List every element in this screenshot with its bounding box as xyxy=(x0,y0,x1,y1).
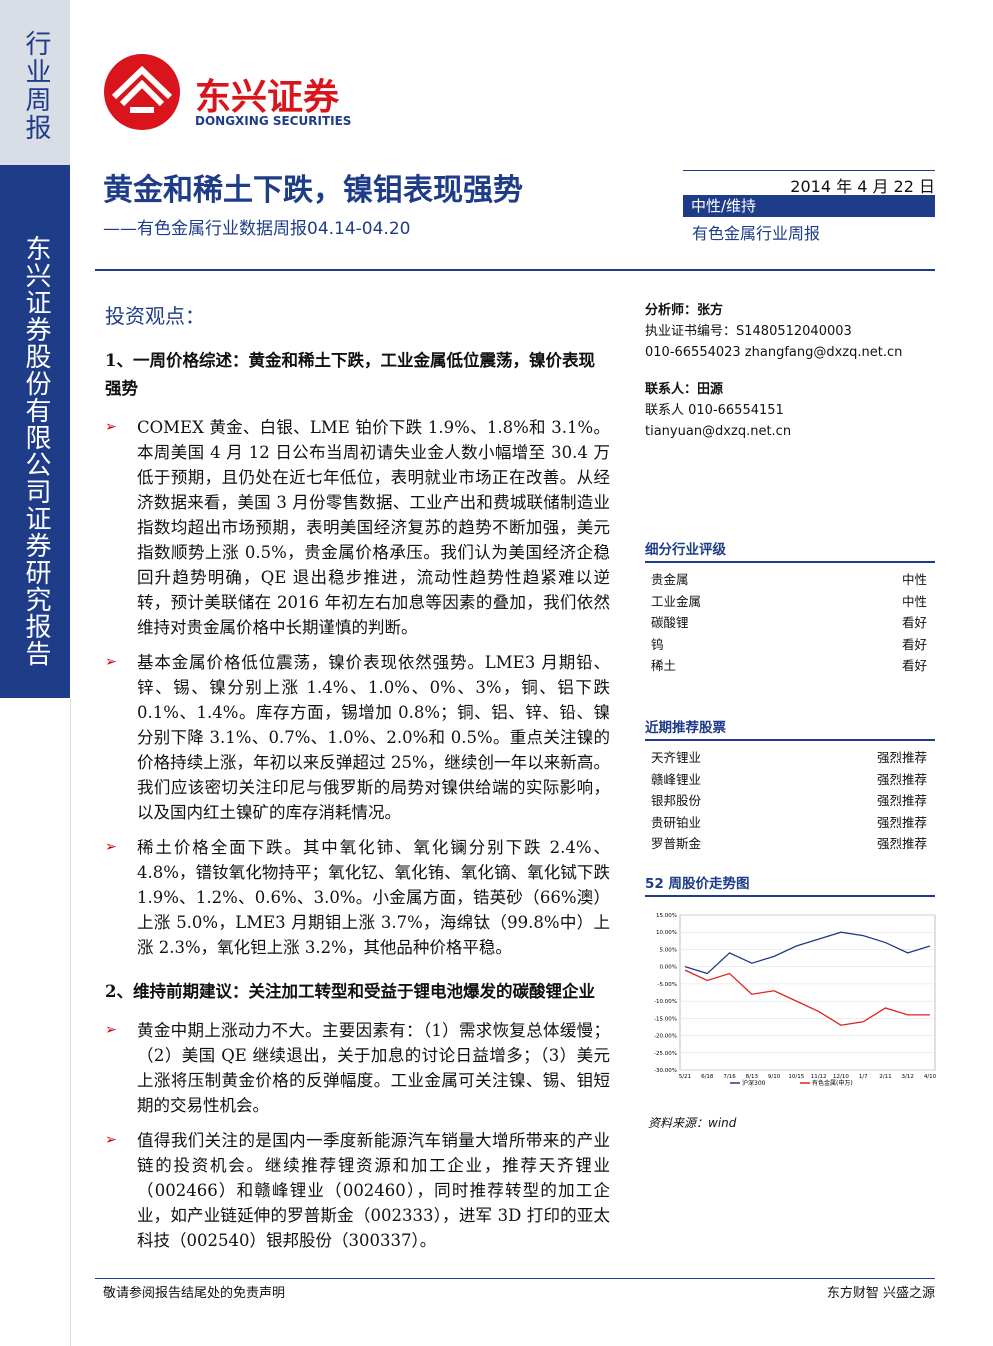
legend-label: 沪深300 xyxy=(742,1079,766,1087)
cell: 看好 xyxy=(901,615,927,630)
contact: 联系人：田源 xyxy=(645,382,724,397)
row: 贵金属 中性 xyxy=(645,569,935,591)
cell: 天齐锂业 xyxy=(651,750,702,765)
row: 罗普斯金 强烈推荐 xyxy=(645,833,935,855)
y-tick-label: 15.00% xyxy=(656,913,677,919)
ratings-heading: 细分行业评级 xyxy=(645,538,935,563)
cell: 钨 xyxy=(651,636,664,652)
cell: 强烈推荐 xyxy=(876,793,927,808)
sidebar-band: 东兴证券股份有限公司证券研究报告 xyxy=(0,165,70,698)
phone: 联系人 010-66554151 xyxy=(645,403,784,418)
bullet: 基本金属价格低位震荡，镍价表现依然强势。LME3 月期铅、锌、锡、镍分别上涨 1… xyxy=(105,650,610,825)
report-type: 行业周报 xyxy=(21,30,51,142)
cell: 强烈推荐 xyxy=(876,814,927,830)
row: 钨 看好 xyxy=(645,634,935,656)
plot-frame xyxy=(679,914,936,1071)
y-tick-label: -5.00% xyxy=(658,982,677,988)
title: 黄金和稀土下跌，镍钼表现强势 xyxy=(103,173,523,208)
section-heading: 1、一周价格综述：黄金和稀土下跌，工业金属低位震荡，镍价表现强势 xyxy=(105,351,595,398)
cert: 执业证书编号：S1480512040003 xyxy=(645,324,852,339)
row: 天齐锂业 强烈推荐 xyxy=(645,747,935,769)
date: 2014 年 4 月 22 日 xyxy=(683,170,935,197)
x-tick-label: 8/13 xyxy=(746,1074,759,1080)
side: 分析师：张方 执业证书编号：S1480512040003 010-6655402… xyxy=(645,300,935,442)
y-tick-label: -10.00% xyxy=(654,999,677,1005)
y-tick-label: 0.00% xyxy=(660,965,677,971)
heading: 投资观点： xyxy=(105,304,205,328)
footer-right: 东方财智 兴盛之源 xyxy=(826,1286,935,1301)
analyst-contact: 010-66554023 zhangfang@dxzq.net.cn xyxy=(645,345,903,360)
x-tick-label: 1/7 xyxy=(859,1074,868,1080)
cell: 强烈推荐 xyxy=(876,771,927,787)
row: 贵研铂业 强烈推荐 xyxy=(645,812,935,834)
footer-left: 敬请参阅报告结尾处的免责声明 xyxy=(103,1286,286,1301)
source: 资料来源：wind xyxy=(648,1116,737,1130)
cell: 强烈推荐 xyxy=(876,836,927,851)
footer-rule xyxy=(95,1278,935,1279)
analyst: 分析师：张方 xyxy=(645,303,724,318)
bullet: 稀土价格全面下跌。其中氧化铈、氧化镧分别下跌 2.4%、4.8%，镨钕氧化物持平… xyxy=(105,835,610,960)
x-tick-label: 4/10 xyxy=(924,1074,937,1080)
row: 碳酸锂 看好 xyxy=(645,612,935,634)
y-tick-label: -25.00% xyxy=(654,1051,677,1057)
cell: 看好 xyxy=(901,636,927,652)
sidebar-top: 行业周报 xyxy=(0,0,70,165)
x-tick-label: 2/11 xyxy=(879,1074,891,1080)
sidebar-bottom xyxy=(0,698,71,1346)
x-tick-label: 10/15 xyxy=(788,1074,804,1080)
x-tick-label: 6/18 xyxy=(701,1074,714,1080)
series-line xyxy=(684,969,930,1026)
cell: 碳酸锂 xyxy=(651,615,689,630)
logo-name: 东兴证券 xyxy=(195,77,340,118)
stocks: 近期推荐股票 天齐锂业 强烈推荐 赣峰锂业 强烈推荐 银邦股份 强烈推荐 贵研铂业 强烈推荐 罗普… xyxy=(645,716,935,855)
cell: 银邦股份 xyxy=(651,793,702,808)
y-tick-label: -30.00% xyxy=(654,1068,677,1074)
x-tick-label: 9/10 xyxy=(768,1074,781,1080)
bullet: COMEX 黄金、白银、LME 铂价下跌 1.9%、1.8%和 3.1%。本周美… xyxy=(105,415,610,640)
series-line xyxy=(684,931,931,975)
email: tianyuan@dxzq.net.cn xyxy=(645,424,792,439)
row: 稀土 看好 xyxy=(645,655,935,677)
bullet: 黄金中期上涨动力不大。主要因素有：（1）需求恢复总体缓慢；（2）美国 QE 继续… xyxy=(105,1018,610,1118)
cell: 稀土 xyxy=(651,658,677,673)
row: 银邦股份 强烈推荐 xyxy=(645,790,935,812)
x-tick-label: 3/12 xyxy=(902,1074,914,1080)
row: 工业金属 中性 xyxy=(645,591,935,613)
category: 有色金属行业周报 xyxy=(692,224,821,243)
logo-icon xyxy=(104,54,180,130)
cell: 贵金属 xyxy=(651,572,689,587)
chart: 15.00% 10.00% 5.00% 0.00% -5.00% -10.00% -15.0… xyxy=(654,913,937,1087)
cell: 中性 xyxy=(901,572,927,587)
y-tick-label: -20.00% xyxy=(654,1034,677,1040)
chart-heading: 52 周股价走势图 xyxy=(645,872,935,903)
rule xyxy=(95,269,935,271)
y-tick-label: -15.00% xyxy=(654,1016,677,1022)
cell: 罗普斯金 xyxy=(651,836,702,851)
x-tick-label: 7/16 xyxy=(723,1074,736,1080)
cell: 强烈推荐 xyxy=(876,750,927,765)
logo-en: DONGXING SECURITIES xyxy=(195,114,352,128)
main: 投资观点： 1、一周价格综述：黄金和稀土下跌，工业金属低位震荡，镍价表现强势 CO… xyxy=(105,300,610,1263)
cell: 工业金属 xyxy=(651,593,702,609)
cell: 中性 xyxy=(901,593,927,609)
section-heading: 2、维持前期建议：关注加工转型和受益于锂电池爆发的碳酸锂企业 xyxy=(105,982,595,1001)
cell: 赣峰锂业 xyxy=(651,771,702,787)
subtitle: ——有色金属行业数据周报04.14-04.20 xyxy=(103,219,411,239)
x-tick-label: 5/21 xyxy=(679,1074,691,1080)
ratings: 细分行业评级 贵金属 中性 工业金属 中性 碳酸锂 看好钨看好 稀土 看好 xyxy=(645,538,935,677)
cell: 贵研铂业 xyxy=(651,814,702,830)
y-tick-label: 5.00% xyxy=(660,947,677,953)
cell: 看好 xyxy=(901,658,927,673)
chart-title: 52 周股价走势图 xyxy=(645,872,935,897)
legend-label: 有色金属(申万) xyxy=(812,1079,853,1087)
x-tick-label: 12/10 xyxy=(833,1074,849,1080)
x-tick-label: 11/12 xyxy=(811,1074,827,1080)
bullet: 值得我们关注的是国内一季度新能源汽车销量大增所带来的产业链的投资机会。继续推荐锂… xyxy=(105,1128,610,1253)
stocks-heading: 近期推荐股票 xyxy=(645,716,935,741)
y-tick-label: 10.00% xyxy=(656,930,677,936)
row: 赣峰锂业 强烈推荐 xyxy=(645,769,935,791)
company: 东兴证券股份有限公司证券研究报告 xyxy=(21,235,51,667)
rating: 中性/维持 xyxy=(683,195,935,217)
